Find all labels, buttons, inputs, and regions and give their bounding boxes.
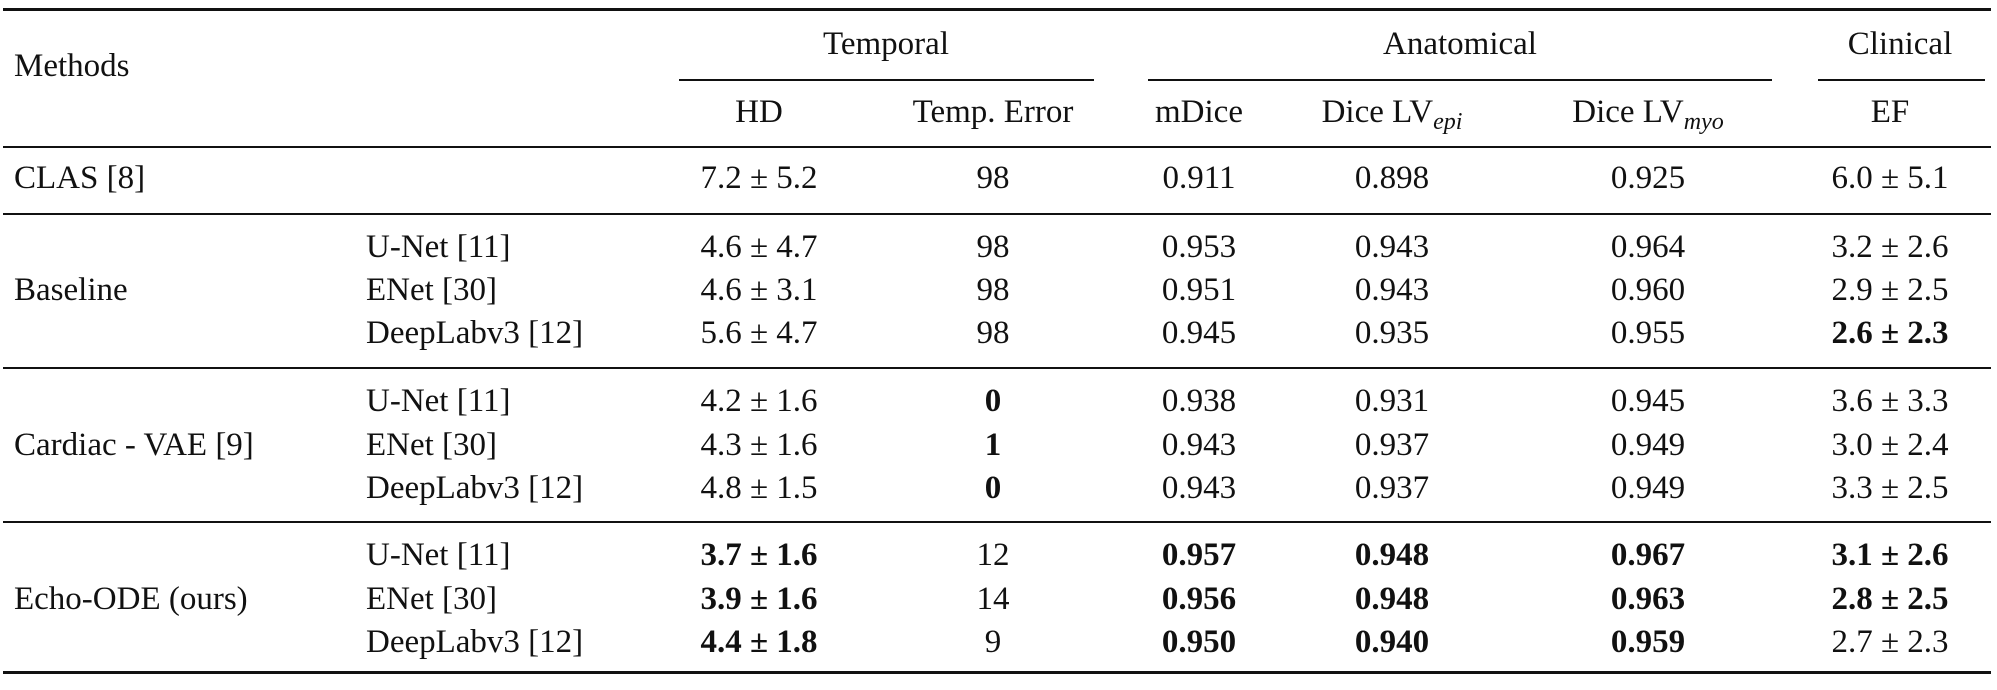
cell-mdice: 0.938	[1161, 383, 1237, 419]
cell-mdice: 0.943	[1161, 427, 1237, 463]
dice-myo-label: Dice LV	[1572, 94, 1684, 130]
cell-temp-error: 98	[976, 272, 1010, 308]
cell-temp-error-best: 1	[984, 427, 1002, 463]
cell-temp-error: 98	[976, 160, 1010, 196]
cell-hd-best: 3.7 ± 1.6	[700, 537, 818, 573]
hd-col-header: HD	[735, 94, 783, 130]
cell-dice-myo: 0.960	[1610, 272, 1686, 308]
anatomical-group-header: Anatomical	[1383, 26, 1537, 62]
cell-dice-epi: 0.935	[1354, 315, 1430, 351]
cell-mdice: 0.943	[1161, 470, 1237, 506]
cell-hd: 4.6 ± 3.1	[700, 272, 818, 308]
cell-ef: 3.0 ± 2.4	[1831, 427, 1949, 463]
cell-hd: 4.3 ± 1.6	[700, 427, 818, 463]
temp-error-col-header: Temp. Error	[912, 94, 1074, 130]
cell-ef: 6.0 ± 5.1	[1831, 160, 1949, 196]
cell-ef: 3.2 ± 2.6	[1831, 229, 1949, 265]
temporal-cmidrule	[679, 79, 1094, 81]
clinical-cmidrule	[1818, 79, 1985, 81]
baseline-rule	[3, 367, 1991, 369]
cell-dice-epi: 0.937	[1354, 427, 1430, 463]
cell-temp-error: 14	[976, 581, 1010, 617]
cell-hd-best: 3.9 ± 1.6	[700, 581, 818, 617]
dice-epi-col-header: Dice LVepi	[1322, 92, 1463, 135]
backbone-label: U-Net [11]	[366, 229, 511, 265]
cell-dice-myo-best: 0.967	[1610, 537, 1686, 573]
cell-dice-myo: 0.955	[1610, 315, 1686, 351]
cell-dice-myo-best: 0.963	[1610, 581, 1686, 617]
cell-mdice: 0.911	[1162, 160, 1236, 196]
dice-myo-subscript: myo	[1683, 109, 1724, 135]
cell-dice-epi: 0.898	[1354, 160, 1430, 196]
cell-ef: 2.7 ± 2.3	[1831, 624, 1949, 660]
cell-ef: 2.9 ± 2.5	[1831, 272, 1949, 308]
method-echo-ode: Echo-ODE (ours)	[14, 581, 248, 617]
backbone-label: U-Net [11]	[366, 537, 511, 573]
cell-mdice: 0.953	[1161, 229, 1237, 265]
clinical-group-header: Clinical	[1847, 26, 1953, 62]
cell-hd-best: 4.4 ± 1.8	[700, 624, 818, 660]
method-baseline: Baseline	[14, 272, 128, 308]
dice-myo-col-header: Dice LVmyo	[1572, 92, 1724, 135]
cell-hd: 4.8 ± 1.5	[700, 470, 818, 506]
cell-dice-myo: 0.925	[1610, 160, 1686, 196]
cell-dice-epi-best: 0.948	[1354, 537, 1430, 573]
mdice-col-header: mDice	[1155, 94, 1243, 130]
top-rule	[3, 8, 1991, 11]
anatomical-cmidrule	[1148, 79, 1772, 81]
backbone-label: DeepLabv3 [12]	[366, 315, 584, 351]
cell-dice-epi-best: 0.940	[1354, 624, 1430, 660]
backbone-label: U-Net [11]	[366, 383, 511, 419]
method-cardiac-vae: Cardiac - VAE [9]	[14, 427, 254, 463]
cell-temp-error: 9	[984, 624, 1002, 660]
cell-temp-error-best: 0	[984, 383, 1002, 419]
cell-dice-myo: 0.949	[1610, 427, 1686, 463]
cell-dice-myo: 0.964	[1610, 229, 1686, 265]
vae-rule	[3, 521, 1991, 523]
temporal-group-header: Temporal	[823, 26, 949, 62]
cell-dice-myo: 0.945	[1610, 383, 1686, 419]
dice-epi-subscript: epi	[1433, 109, 1463, 135]
cell-hd: 4.2 ± 1.6	[700, 383, 818, 419]
header-rule	[3, 146, 1991, 148]
cell-hd: 5.6 ± 4.7	[700, 315, 818, 351]
dice-epi-label: Dice LV	[1321, 94, 1434, 130]
backbone-label: ENet [30]	[366, 581, 498, 617]
cell-mdice-best: 0.950	[1161, 624, 1237, 660]
cell-dice-epi: 0.931	[1354, 383, 1430, 419]
backbone-label: ENet [30]	[366, 427, 498, 463]
cell-dice-epi: 0.943	[1354, 272, 1430, 308]
backbone-label: ENet [30]	[366, 272, 498, 308]
cell-ef-best: 2.8 ± 2.5	[1831, 581, 1949, 617]
backbone-label: DeepLabv3 [12]	[366, 624, 584, 660]
cell-mdice-best: 0.957	[1161, 537, 1237, 573]
cell-hd: 4.6 ± 4.7	[700, 229, 818, 265]
cell-dice-epi-best: 0.948	[1354, 581, 1430, 617]
backbone-label: DeepLabv3 [12]	[366, 470, 584, 506]
clas-rule	[3, 213, 1991, 215]
ef-col-header: EF	[1870, 94, 1910, 130]
cell-mdice: 0.951	[1161, 272, 1237, 308]
cell-hd: 7.2 ± 5.2	[700, 160, 818, 196]
cell-ef: 3.6 ± 3.3	[1831, 383, 1949, 419]
cell-temp-error: 12	[976, 537, 1010, 573]
cell-ef: 3.3 ± 2.5	[1831, 470, 1949, 506]
methods-header: Methods	[14, 48, 130, 84]
cell-dice-epi: 0.943	[1354, 229, 1430, 265]
cell-temp-error-best: 0	[984, 470, 1002, 506]
cell-dice-epi: 0.937	[1354, 470, 1430, 506]
cell-ef-best: 3.1 ± 2.6	[1831, 537, 1949, 573]
cell-temp-error: 98	[976, 315, 1010, 351]
cell-dice-myo: 0.949	[1610, 470, 1686, 506]
cell-mdice: 0.945	[1161, 315, 1237, 351]
method-clas: CLAS [8]	[14, 160, 146, 196]
cell-mdice-best: 0.956	[1161, 581, 1237, 617]
cell-temp-error: 98	[976, 229, 1010, 265]
cell-dice-myo-best: 0.959	[1610, 624, 1686, 660]
cell-ef-best: 2.6 ± 2.3	[1831, 315, 1949, 351]
bottom-rule	[3, 671, 1991, 674]
